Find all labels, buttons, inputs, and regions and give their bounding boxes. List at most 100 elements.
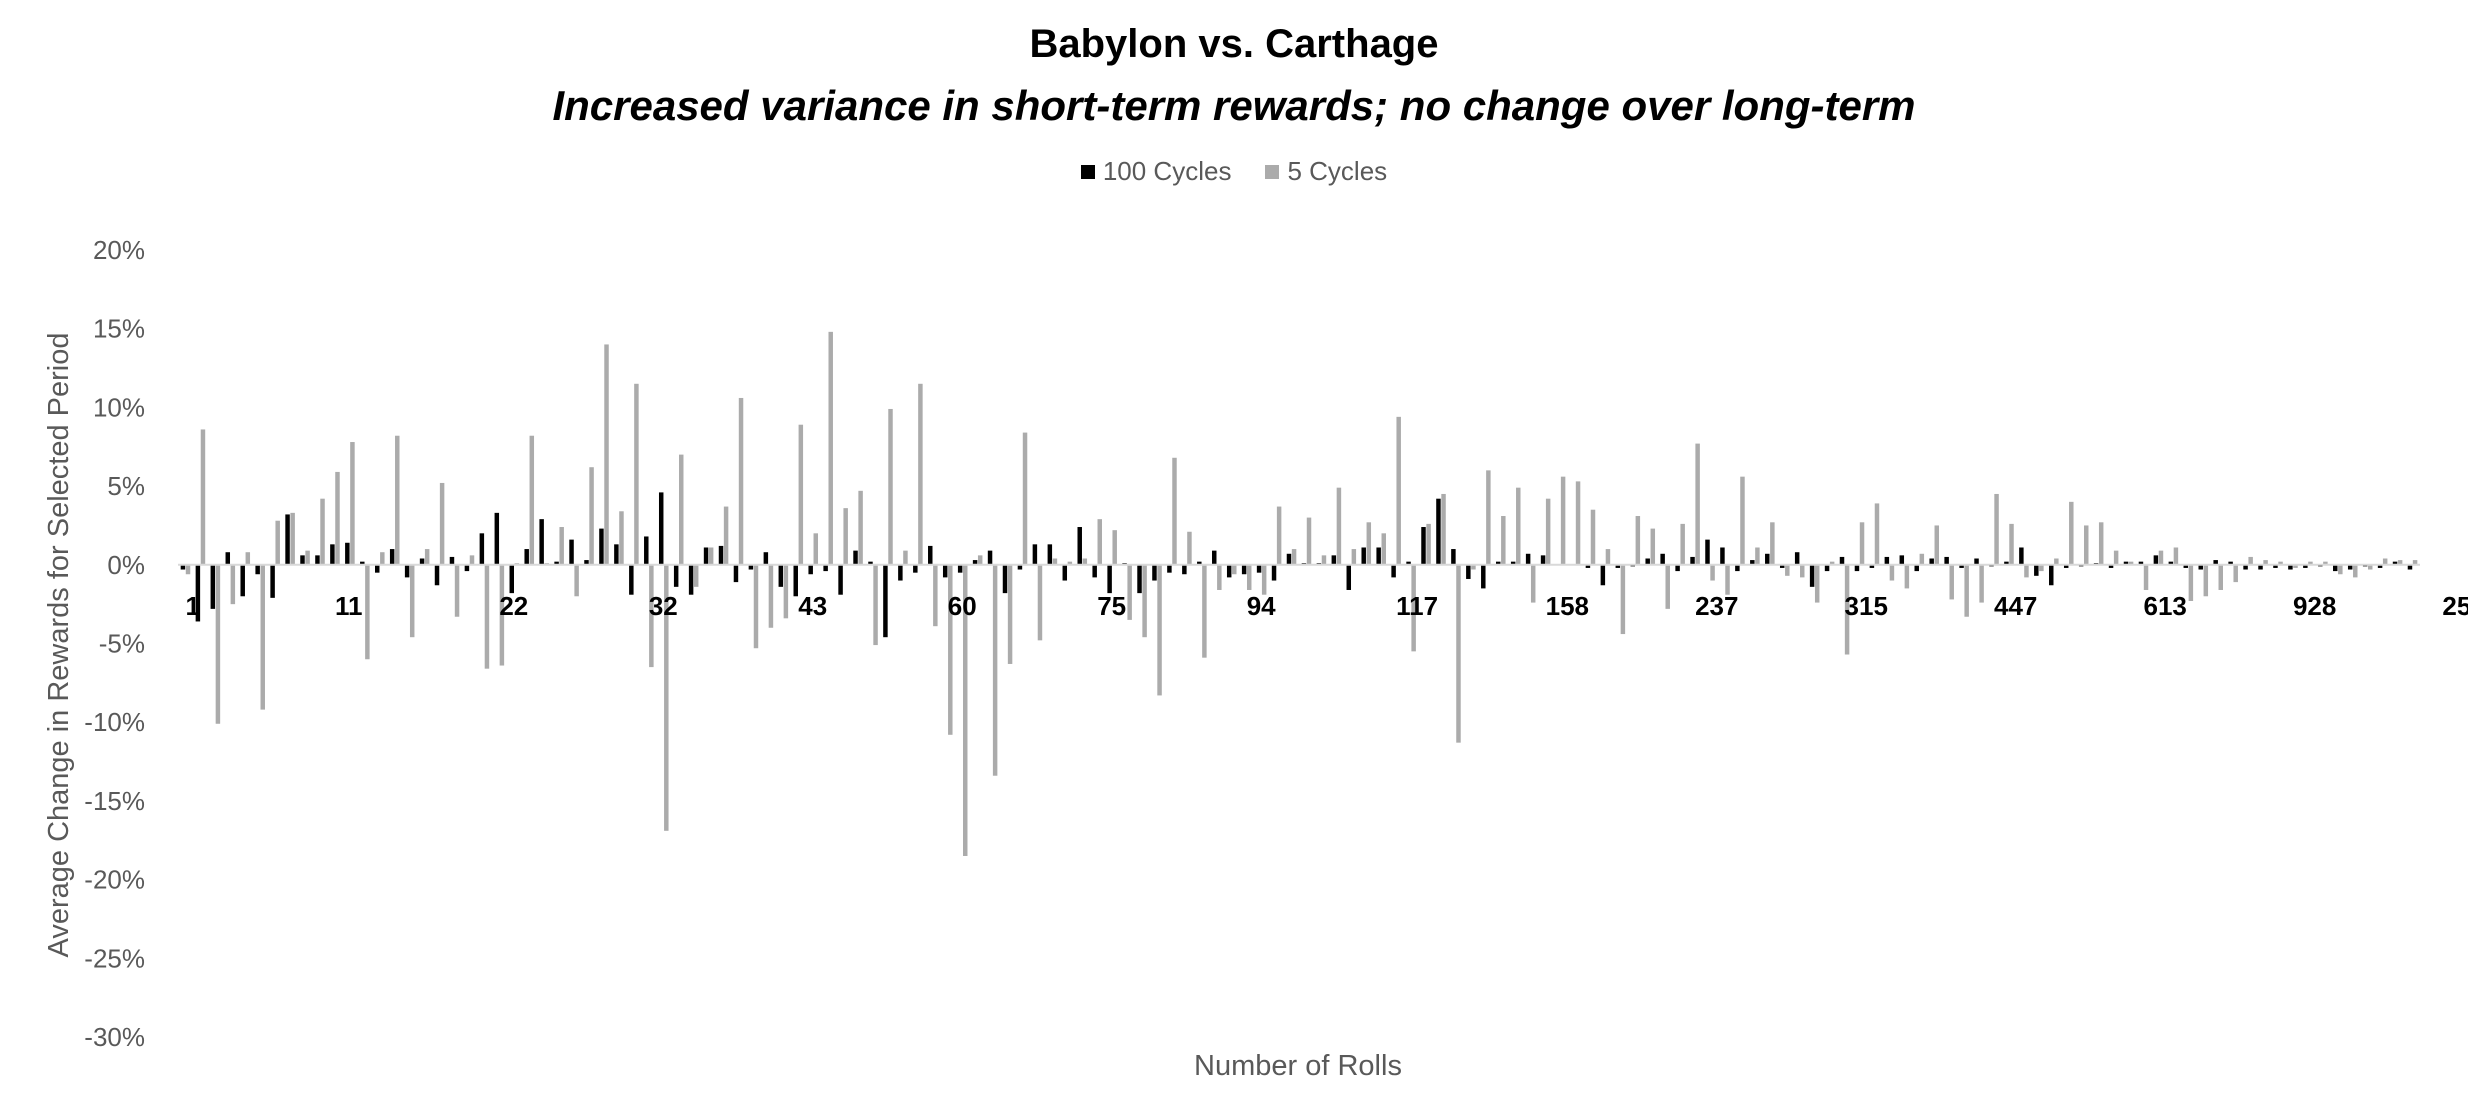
bar-5-cycles bbox=[2308, 561, 2313, 565]
bar-5-cycles bbox=[574, 564, 579, 597]
y-tick-label: 20% bbox=[93, 235, 145, 265]
bar-100-cycles bbox=[524, 549, 529, 565]
bar-100-cycles bbox=[1331, 555, 1337, 565]
x-tick-label: 43 bbox=[798, 591, 827, 621]
bar-5-cycles bbox=[1575, 481, 1581, 565]
bar-100-cycles bbox=[1690, 556, 1695, 565]
x-tick-label: 2507 bbox=[2442, 591, 2468, 621]
bar-100-cycles bbox=[614, 544, 619, 565]
bar-5-cycles bbox=[1620, 564, 1626, 635]
bar-5-cycles bbox=[1232, 564, 1237, 575]
bar-5-cycles bbox=[992, 564, 998, 776]
bar-5-cycles bbox=[2069, 501, 2074, 565]
x-tick-label: 11 bbox=[335, 591, 363, 621]
bar-5-cycles bbox=[1142, 564, 1147, 638]
bar-5-cycles bbox=[1979, 564, 1984, 603]
chart-legend: 100 Cycles 5 Cycles bbox=[0, 156, 2468, 187]
x-tick-label: 613 bbox=[2143, 591, 2186, 621]
x-tick-label: 32 bbox=[649, 591, 678, 621]
bar-100-cycles bbox=[1361, 547, 1366, 565]
bar-5-cycles bbox=[365, 564, 370, 660]
bar-5-cycles bbox=[1859, 522, 1865, 565]
bar-5-cycles bbox=[1740, 476, 1745, 565]
bar-100-cycles bbox=[1959, 564, 1964, 568]
bar-5-cycles bbox=[2039, 564, 2044, 572]
bar-100-cycles bbox=[1271, 564, 1277, 581]
bar-100-cycles bbox=[404, 564, 410, 578]
bar-100-cycles bbox=[1794, 552, 1800, 565]
bar-100-cycles bbox=[1854, 564, 1860, 572]
bar-100-cycles bbox=[2063, 564, 2069, 568]
bar-100-cycles bbox=[883, 564, 888, 638]
bar-100-cycles bbox=[1002, 564, 1008, 594]
legend-item-5-cycles: 5 Cycles bbox=[1265, 156, 1387, 187]
bar-100-cycles bbox=[1869, 564, 1875, 568]
bar-100-cycles bbox=[1899, 555, 1905, 565]
x-tick-label: 315 bbox=[1845, 591, 1888, 621]
bar-5-cycles bbox=[2024, 564, 2029, 578]
bar-100-cycles bbox=[1585, 564, 1591, 568]
bar-100-cycles bbox=[2377, 564, 2383, 568]
bar-5-cycles bbox=[230, 564, 236, 605]
bar-100-cycles bbox=[419, 558, 425, 565]
legend-item-100-cycles: 100 Cycles bbox=[1080, 156, 1231, 187]
bar-100-cycles bbox=[554, 561, 559, 565]
bar-5-cycles bbox=[933, 564, 938, 627]
bar-100-cycles bbox=[1675, 564, 1680, 572]
bar-100-cycles bbox=[1944, 556, 1949, 565]
bar-5-cycles bbox=[1426, 523, 1431, 565]
x-tick-label: 237 bbox=[1695, 591, 1738, 621]
bar-100-cycles bbox=[1212, 550, 1217, 565]
bar-100-cycles bbox=[1779, 564, 1785, 568]
bar-100-cycles bbox=[509, 564, 514, 594]
bar-100-cycles bbox=[703, 547, 709, 565]
bar-5-cycles bbox=[1321, 555, 1327, 565]
bar-5-cycles bbox=[1516, 487, 1521, 565]
bar-5-cycles bbox=[1246, 564, 1252, 590]
bar-100-cycles bbox=[673, 564, 679, 587]
bar-5-cycles bbox=[2143, 564, 2149, 590]
bar-5-cycles bbox=[1650, 528, 1656, 565]
bar-5-cycles bbox=[320, 498, 325, 565]
bar-100-cycles bbox=[972, 560, 978, 565]
bar-5-cycles bbox=[828, 331, 833, 565]
bar-5-cycles bbox=[2218, 564, 2223, 590]
bar-100-cycles bbox=[1839, 556, 1845, 565]
bar-5-cycles bbox=[2173, 547, 2179, 565]
bar-100-cycles bbox=[1600, 564, 1606, 586]
bar-5-cycles bbox=[1306, 517, 1312, 565]
bar-5-cycles bbox=[903, 550, 908, 565]
bar-100-cycles bbox=[1391, 564, 1396, 578]
bar-5-cycles bbox=[1381, 533, 1386, 565]
bar-100-cycles bbox=[1481, 564, 1486, 589]
y-tick-label: -25% bbox=[84, 943, 145, 973]
bar-100-cycles bbox=[2347, 564, 2353, 570]
bar-5-cycles bbox=[2263, 560, 2268, 565]
bar-5-cycles bbox=[200, 429, 206, 565]
bar-5-cycles bbox=[395, 435, 400, 565]
bar-5-cycles bbox=[2054, 558, 2059, 565]
bar-5-cycles bbox=[380, 552, 385, 565]
bar-5-cycles bbox=[1366, 522, 1372, 565]
bar-5-cycles bbox=[1680, 523, 1685, 565]
bar-100-cycles bbox=[1241, 564, 1247, 575]
bar-5-cycles bbox=[649, 564, 654, 668]
bar-100-cycles bbox=[942, 564, 948, 578]
bar-5-cycles bbox=[2397, 560, 2403, 565]
bar-100-cycles bbox=[718, 545, 724, 565]
bar-100-cycles bbox=[1077, 527, 1082, 565]
bar-5-cycles bbox=[2338, 564, 2343, 575]
bar-100-cycles bbox=[1226, 564, 1232, 578]
y-tick-label: -30% bbox=[84, 1022, 145, 1052]
bar-5-cycles bbox=[1097, 519, 1102, 565]
bar-100-cycles bbox=[1436, 498, 1441, 565]
bar-5-cycles bbox=[693, 564, 699, 587]
bar-100-cycles bbox=[763, 552, 769, 565]
bar-5-cycles bbox=[798, 424, 804, 565]
bar-100-cycles bbox=[1929, 558, 1934, 565]
bar-5-cycles bbox=[723, 506, 729, 565]
bar-100-cycles bbox=[1809, 564, 1815, 587]
bar-100-cycles bbox=[2198, 564, 2203, 570]
bar-100-cycles bbox=[1017, 564, 1023, 570]
bar-100-cycles bbox=[1047, 544, 1053, 565]
